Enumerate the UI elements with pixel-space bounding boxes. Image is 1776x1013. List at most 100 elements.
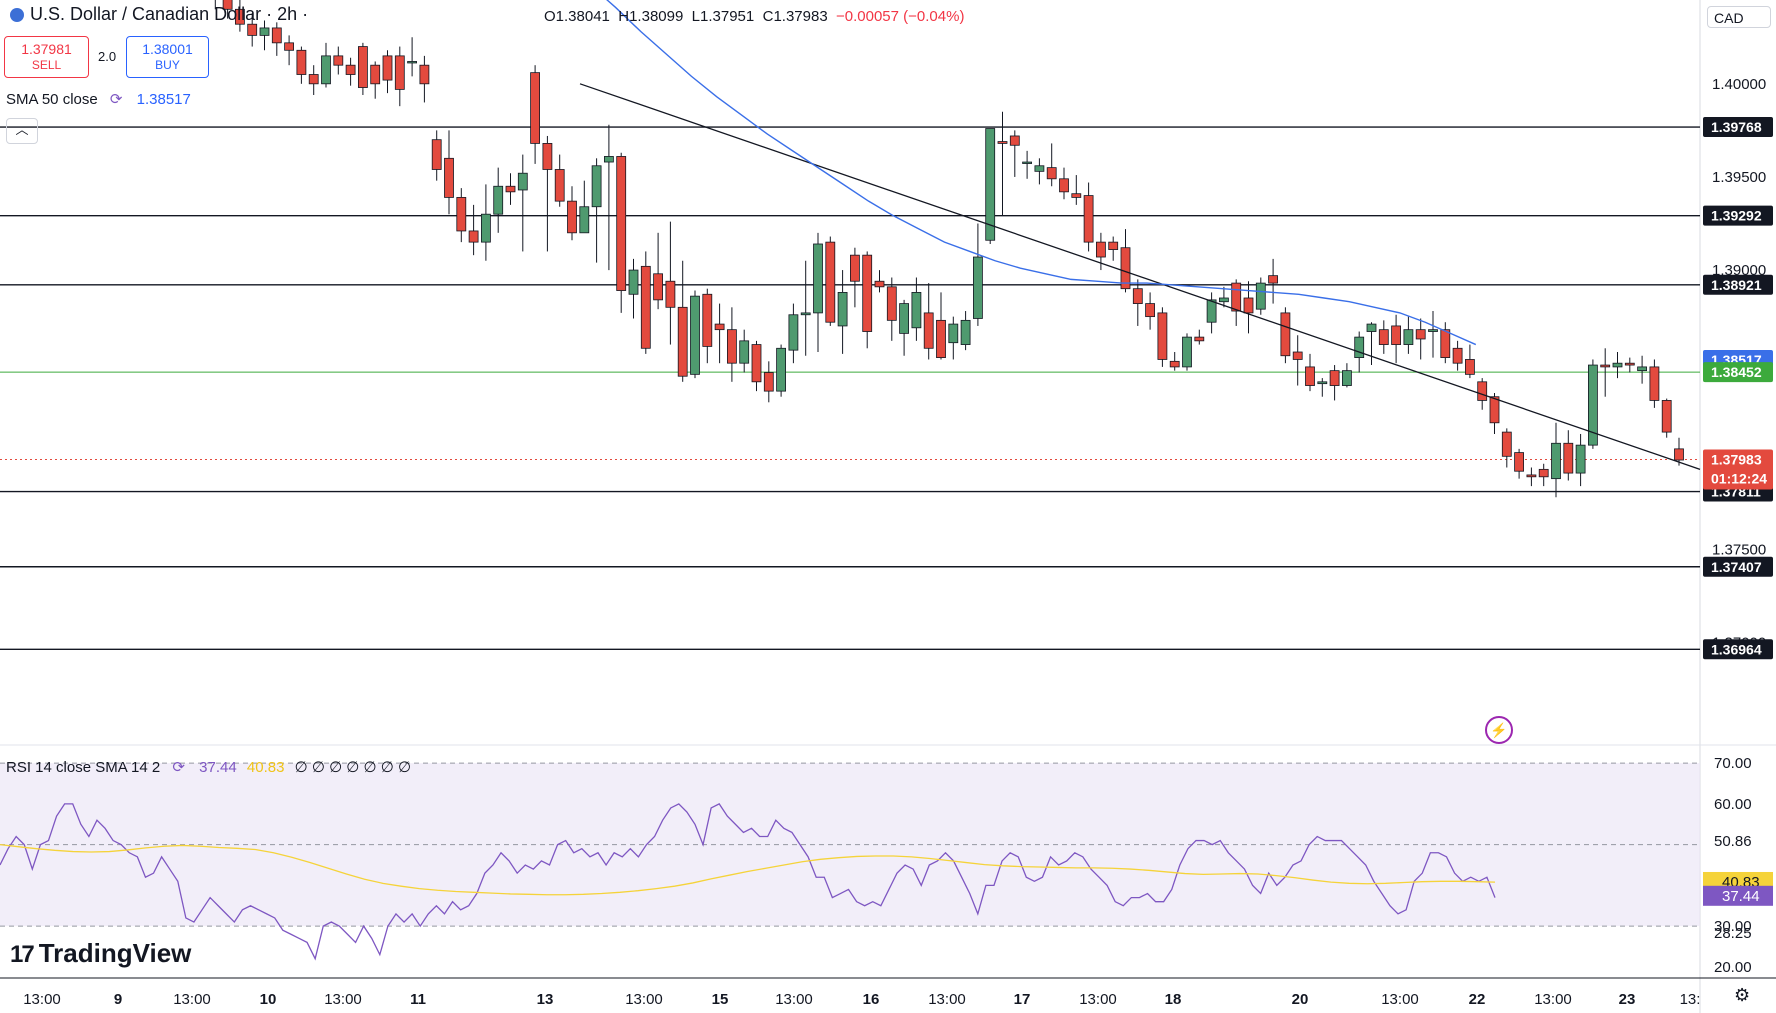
rsi-sma-legend-value: 40.83 (246, 759, 285, 776)
candle-body (419, 64, 430, 85)
candle-body (948, 323, 959, 344)
candle-body (1501, 431, 1512, 457)
candle-body (1182, 336, 1192, 368)
candle-body (960, 319, 971, 345)
candle-body (1268, 275, 1278, 284)
collapse-legend-button[interactable]: ︿ (6, 118, 38, 144)
rsi-legend[interactable]: RSI 14 close SMA 14 2 ⟳ 37.44 40.83 ∅ ∅ … (6, 758, 411, 776)
level-price-label: 1.38921 (1711, 277, 1762, 293)
candle-body (714, 323, 725, 331)
rsi-tick-label: 70.00 (1714, 755, 1752, 772)
candle-body (468, 230, 479, 243)
candle-body (505, 185, 516, 193)
candle-body (394, 55, 405, 90)
candle-body (788, 314, 799, 351)
candle-body (886, 286, 897, 321)
candle-body (1526, 474, 1537, 478)
candle-body (333, 55, 344, 66)
sell-button[interactable]: 1.37981 SELL (4, 36, 89, 78)
candle-body (1378, 329, 1389, 345)
candle-body (739, 340, 750, 364)
candle-body (1329, 370, 1340, 386)
candle-body (1489, 396, 1500, 424)
candle-body (1071, 193, 1082, 198)
rsi-line (0, 803, 1496, 961)
time-tick-label: 13: (1680, 991, 1701, 1008)
candle-body (1637, 366, 1647, 372)
level-price-label-bg (1703, 274, 1773, 295)
spread-value: 2.0 (98, 49, 117, 64)
candle-body (1477, 381, 1488, 401)
currency-badge[interactable]: CAD (1707, 6, 1771, 28)
candle-body (874, 280, 885, 288)
candle-body (1305, 366, 1315, 386)
rsi-tick-label: 60.00 (1714, 796, 1752, 813)
lightning-icon[interactable]: ⚡ (1485, 716, 1513, 744)
candle-body (222, 0, 233, 10)
candle-body (554, 169, 565, 202)
green-price-label-bg (1703, 362, 1773, 383)
candle-body (271, 27, 282, 44)
candle-body (862, 254, 873, 332)
candle-body (444, 157, 454, 198)
rsi-tick-label: 30.00 (1714, 918, 1752, 935)
sma-legend-label: SMA 50 close (6, 91, 98, 108)
candle-body (259, 27, 270, 36)
candle-body (1194, 336, 1205, 342)
buy-label: BUY (155, 58, 180, 72)
candle-body (1366, 323, 1377, 332)
candle-body (653, 273, 663, 301)
change-value: −0.00057 (−0.04%) (836, 8, 965, 25)
sma-legend[interactable]: SMA 50 close ⟳ 1.38517 (6, 90, 191, 108)
candle-body (702, 293, 713, 347)
candle-body (665, 280, 676, 308)
current-price-label-bg (1703, 449, 1773, 490)
candle-body (1255, 282, 1266, 310)
tradingview-logo: 17 TradingView (10, 938, 191, 969)
candle-body (677, 306, 688, 377)
time-tick-label: 16 (863, 991, 880, 1008)
candle-body (357, 46, 368, 88)
candle-body (1354, 336, 1365, 358)
candle-body (1157, 312, 1168, 360)
candle-body (727, 329, 737, 364)
buy-button[interactable]: 1.38001 BUY (126, 36, 209, 78)
candle-body (1108, 241, 1119, 250)
close-label: C (762, 8, 774, 25)
candle-body (1612, 362, 1623, 368)
candle-body (800, 312, 811, 316)
sell-price: 1.37981 (21, 41, 72, 57)
time-tick-label: 10 (260, 991, 277, 1008)
candle-body (480, 213, 491, 243)
candle-body (936, 319, 946, 359)
rsi-sma-line (0, 843, 1496, 896)
candle-body (1624, 362, 1635, 366)
candle-body (1009, 135, 1020, 146)
refresh-icon[interactable]: ⟳ (109, 91, 123, 108)
close-value: 1.37983 (773, 8, 828, 25)
high-value: 1.38099 (629, 8, 684, 25)
level-price-label-bg (1703, 639, 1773, 660)
candle-body (1096, 241, 1106, 258)
sma-legend-value: 1.38517 (136, 91, 191, 108)
price-tick-label: 1.37500 (1712, 541, 1766, 558)
candle-body (1415, 329, 1426, 340)
time-tick-label: 13 (537, 991, 554, 1008)
candle-body (1674, 448, 1684, 461)
settings-icon[interactable]: ⚙ (1734, 985, 1751, 1005)
candle-body (579, 206, 590, 234)
candle-body (985, 128, 996, 241)
candle-body (456, 197, 467, 232)
flag-icon (10, 8, 24, 22)
candle-body (517, 172, 528, 191)
candle-body (1292, 351, 1303, 360)
level-price-label: 1.39292 (1711, 208, 1762, 224)
candle-body (567, 200, 577, 234)
low-value: 1.37951 (700, 8, 755, 25)
refresh-icon[interactable]: ⟳ (172, 759, 185, 776)
candle-body (825, 241, 836, 323)
time-tick-label: 15 (712, 991, 729, 1008)
candle-body (628, 269, 639, 295)
symbol-title[interactable]: U.S. Dollar / Canadian Dollar · 2h · (10, 4, 308, 25)
